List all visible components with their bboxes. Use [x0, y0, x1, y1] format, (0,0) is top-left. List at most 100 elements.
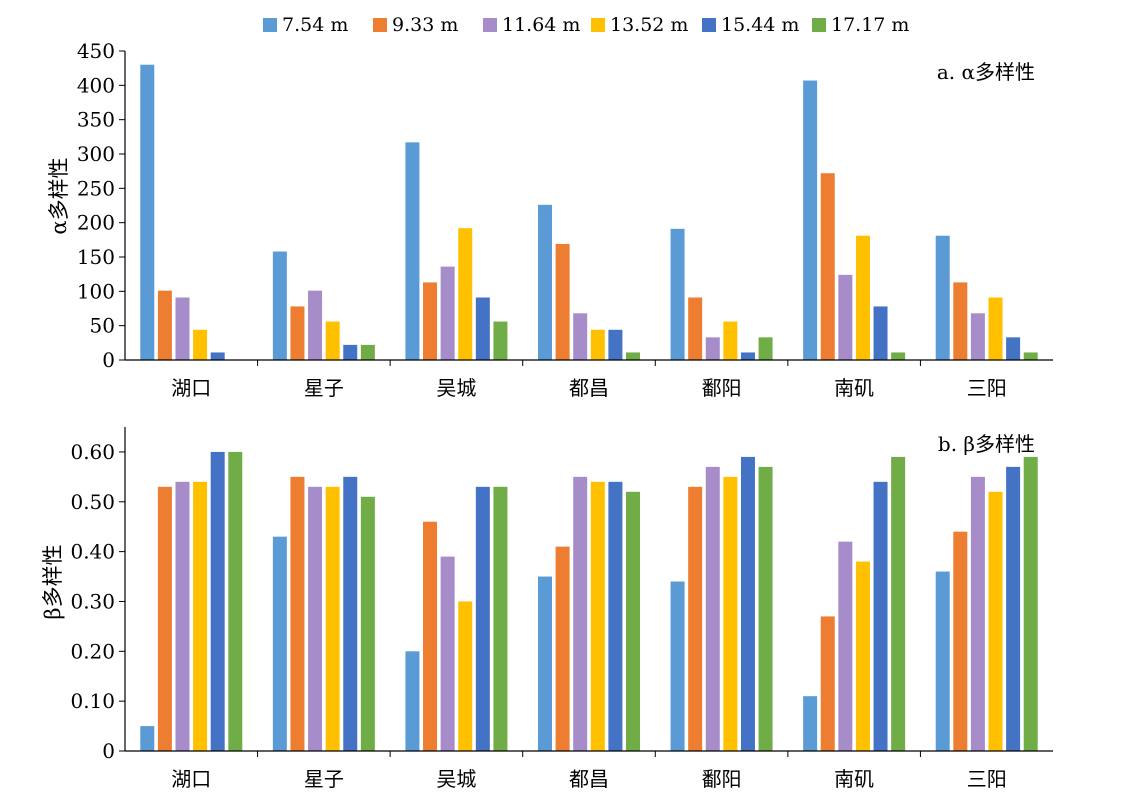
bar: [838, 274, 853, 360]
x-tick-label: 鄱阳: [702, 767, 742, 791]
y-tick-label: 100: [77, 279, 115, 303]
bar: [838, 541, 853, 751]
y-tick-label: 0: [102, 348, 115, 372]
bar: [953, 282, 968, 360]
x-tick-label: 星子: [304, 767, 344, 791]
x-tick-label: 三阳: [967, 767, 1007, 791]
bar: [228, 451, 243, 751]
bar: [440, 266, 455, 360]
bar: [590, 481, 605, 751]
x-tick-label: 湖口: [171, 767, 211, 791]
y-tick-label: 450: [77, 39, 115, 63]
bar: [175, 481, 190, 751]
bar: [1006, 466, 1021, 751]
bar: [405, 651, 420, 751]
legend-swatch: [373, 18, 387, 32]
bar: [193, 329, 208, 360]
legend-label: 13.52 m: [610, 14, 688, 36]
y-tick-label: 250: [77, 176, 115, 200]
bar: [970, 313, 985, 360]
bar: [308, 486, 323, 751]
y-tick-label: 0.40: [70, 540, 115, 564]
bar: [440, 556, 455, 751]
bars-group: [140, 64, 1038, 360]
bar: [1023, 456, 1038, 751]
bar: [891, 352, 906, 360]
bar: [210, 451, 225, 751]
bar: [935, 571, 950, 751]
bar: [758, 337, 773, 360]
bar: [210, 352, 225, 360]
bar: [423, 521, 438, 751]
bars-group: [140, 451, 1038, 751]
y-axis-label: β多样性: [41, 544, 65, 619]
bar: [1023, 352, 1038, 360]
bar: [740, 456, 755, 751]
bar: [555, 546, 570, 751]
bar: [688, 486, 703, 751]
bar: [493, 321, 508, 360]
panel-alpha-diversity: 湖口 星子 吴城 都昌 鄱阳 南矶 三阳 0 50 100 150 200 250 300 350 400 45…: [47, 39, 1053, 400]
bar: [175, 297, 190, 360]
bar: [157, 486, 172, 751]
bar: [590, 329, 605, 360]
y-tick-label: 0.60: [70, 440, 115, 464]
y-tick-label: 0.10: [70, 689, 115, 713]
legend-label: 15.44 m: [721, 14, 799, 36]
x-tick-label: 都昌: [569, 376, 609, 400]
bar: [820, 173, 835, 360]
bar: [820, 616, 835, 751]
bar: [325, 321, 340, 360]
y-tick-label: 0: [102, 739, 115, 763]
bar: [855, 561, 870, 751]
bar: [140, 64, 155, 360]
bar: [740, 352, 755, 360]
legend-swatch: [702, 18, 716, 32]
bar: [538, 204, 552, 360]
bar: [891, 456, 906, 751]
bar: [290, 306, 305, 360]
bar: [272, 536, 287, 751]
bar: [626, 491, 640, 751]
bar: [803, 80, 818, 360]
legend-swatch: [591, 18, 605, 32]
x-tick-label: 星子: [304, 376, 344, 400]
x-tick-label: 湖口: [171, 376, 211, 400]
bar: [970, 476, 985, 751]
bar: [988, 297, 1003, 360]
y-tick-label: 200: [77, 211, 115, 235]
bar: [193, 481, 208, 751]
x-tick-label: 鄱阳: [702, 376, 742, 400]
bar: [1006, 337, 1021, 360]
y-tick-label: 0.50: [70, 490, 115, 514]
bar: [423, 282, 438, 360]
bar: [723, 476, 738, 751]
axes-group: 湖口 星子 吴城 都昌 鄱阳 南矶 三阳 0 50 100 150 200 250 300 350 400 45…: [77, 39, 1053, 400]
bar: [343, 476, 358, 751]
panel-beta-diversity: 湖口 星子 吴城 都昌 鄱阳 南矶 三阳00.100.200.300.400.500.60 …: [41, 427, 1053, 791]
bar: [626, 352, 640, 360]
legend-label: 17.17 m: [831, 14, 909, 36]
bar: [140, 726, 155, 751]
x-tick-label: 都昌: [569, 767, 609, 791]
bar: [325, 486, 340, 751]
x-tick-label: 三阳: [967, 376, 1007, 400]
bar: [475, 486, 490, 751]
bar: [555, 243, 570, 360]
legend-label: 9.33 m: [392, 14, 458, 36]
y-tick-label: 350: [77, 108, 115, 132]
bar: [758, 466, 773, 751]
y-tick-label: 0.20: [70, 639, 115, 663]
bar: [493, 486, 508, 751]
y-axis-label: α多样性: [47, 157, 71, 234]
legend-label: 11.64 m: [502, 14, 580, 36]
bar: [670, 228, 685, 360]
bar: [688, 297, 703, 360]
panel-label: a. α多样性: [937, 60, 1035, 84]
bar: [705, 337, 720, 360]
y-tick-label: 0.30: [70, 589, 115, 613]
x-tick-label: 吴城: [436, 376, 476, 400]
bar: [608, 329, 623, 360]
bar: [360, 496, 375, 751]
bar: [360, 344, 375, 360]
